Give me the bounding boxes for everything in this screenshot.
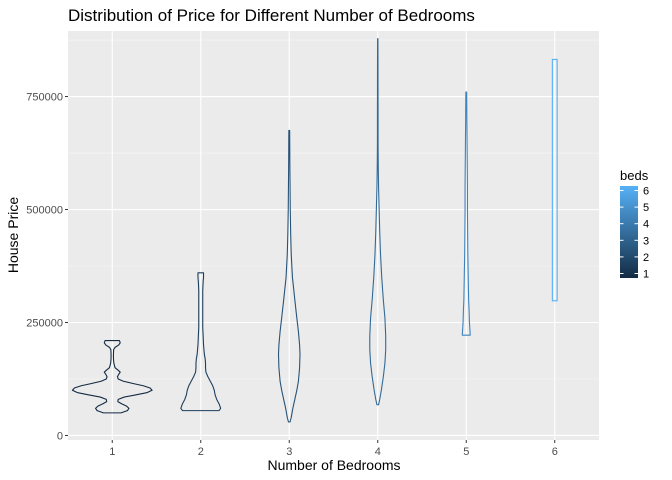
violins [71,38,558,423]
legend-tick-label: 4 [643,219,649,231]
x-tick-label: 5 [463,446,469,458]
violin-beds-5 [461,91,471,336]
legend: beds 1 2 3 4 5 6 [620,168,649,281]
y-tick-label: 500000 [26,205,63,217]
legend-tick-label: 3 [643,235,649,247]
legend-tick-label: 5 [643,202,649,214]
y-tick-label: 250000 [26,317,63,329]
violin-beds-1 [71,340,153,414]
y-axis: 0 250000 500000 750000 [26,92,68,442]
x-tick-label: 4 [375,446,381,458]
violin-beds-2 [180,272,222,412]
legend-ticks: 1 2 3 4 5 6 [620,186,649,281]
violin-beds-3 [277,129,301,423]
x-axis: 1 2 3 4 5 6 [109,440,558,458]
y-tick-label: 750000 [26,92,63,104]
x-tick-label: 2 [198,446,204,458]
y-axis-title: House Price [5,197,21,273]
legend-tick-label: 6 [643,186,649,198]
chart-title: Distribution of Price for Different Numb… [68,6,475,25]
x-tick-label: 1 [109,446,115,458]
x-tick-label: 6 [552,446,558,458]
x-axis-title: Number of Bedrooms [267,457,400,473]
y-tick-label: 0 [57,430,63,442]
violin-beds-6 [551,58,558,302]
plot-panel [68,31,599,440]
legend-colorbar [620,186,638,278]
violin-beds-4 [369,38,387,406]
legend-tick-label: 2 [643,252,649,264]
legend-title: beds [620,168,649,183]
legend-tick-label: 1 [643,269,649,281]
x-tick-label: 3 [286,446,292,458]
